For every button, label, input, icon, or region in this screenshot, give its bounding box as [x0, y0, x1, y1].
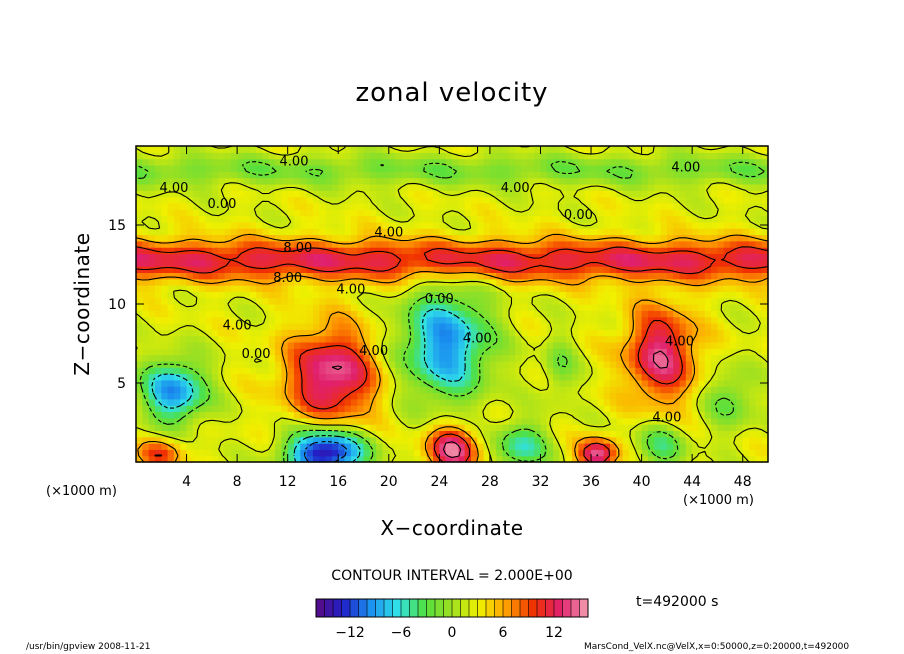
colorbar-tick-label: 0 [448, 625, 457, 641]
colorbar-swatch [367, 599, 376, 617]
x-tick-label: 24 [430, 474, 448, 490]
colorbar-swatch [392, 599, 402, 617]
footer-right: MarsCond_VelX.nc@VelX,x=0:50000,z=0:2000… [584, 642, 850, 652]
colorbar-tick-label: 12 [545, 625, 563, 641]
colorbar-swatch [452, 599, 461, 617]
contour-level-2 [135, 145, 769, 463]
contour-label: 8.00 [273, 271, 302, 286]
footer-left: /usr/bin/gpview 2008-11-21 [26, 642, 151, 652]
x-tick-label: 20 [380, 474, 398, 490]
colorbar-swatch [401, 599, 410, 617]
colorbar-swatch [571, 599, 580, 617]
colorbar-swatch [520, 599, 529, 617]
colorbar-swatch [426, 599, 436, 617]
x-unit-left: (×1000 m) [46, 484, 117, 499]
colorbar-swatch [350, 599, 359, 617]
contour-level-14 [331, 350, 669, 459]
x-tick-label: 12 [279, 474, 297, 490]
colorbar-swatch [384, 599, 393, 617]
x-tick-label: 8 [233, 474, 242, 490]
colorbar-swatch [579, 599, 589, 617]
colorbar-swatch [375, 599, 385, 617]
colorbar-swatch [358, 599, 368, 617]
contour-lines [135, 145, 769, 463]
colorbar-swatch [443, 599, 453, 617]
y-axis-label: Z−coordinate [70, 232, 94, 376]
time-label: t=492000 s [636, 594, 719, 610]
contour-label: 4.00 [374, 225, 403, 240]
colorbar-swatch [537, 599, 546, 617]
contour-label: 4.00 [223, 319, 252, 334]
x-tick-label: 40 [633, 474, 651, 490]
colorbar-swatch [477, 599, 487, 617]
colorbar-swatch [528, 599, 538, 617]
contour-label: 4.00 [671, 161, 700, 176]
contour-label: 0.00 [564, 208, 593, 223]
chart-title: zonal velocity [355, 78, 549, 108]
colorbar-swatch [409, 599, 419, 617]
colorbar-swatch [503, 599, 512, 617]
contour-level-10 [135, 246, 769, 463]
colorbar-swatch [324, 599, 334, 617]
contour-label: 4.00 [463, 331, 492, 346]
contour-label: 4.00 [280, 154, 309, 169]
contour-level-6 [135, 233, 769, 463]
contour-label: 0.00 [242, 347, 271, 362]
contour-label: 4.00 [665, 334, 694, 349]
x-tick-label: 44 [683, 474, 701, 490]
z-axis-ticks: 5 10 15 [108, 218, 768, 392]
contour-label: 4.00 [159, 181, 188, 196]
colorbar-swatch [316, 599, 325, 617]
colorbar-swatch [435, 599, 444, 617]
contour-label: 4.00 [336, 282, 365, 297]
x-tick-label: 36 [582, 474, 600, 490]
colorbar-swatch [486, 599, 495, 617]
colorbar-swatch [333, 599, 342, 617]
contour-level--6 [151, 308, 471, 463]
colorbar-tick-label: 6 [499, 625, 508, 641]
z-tick-label: 5 [117, 376, 126, 392]
contour-label: 4.00 [652, 410, 681, 425]
contour-labels: 4.00 4.00 0.00 4.00 4.00 0.00 4.00 8.00 8.00 4.00… [159, 154, 700, 425]
contour-label: 4.00 [501, 181, 530, 196]
colorbar-swatch [418, 599, 427, 617]
colorbar-swatch [562, 599, 572, 617]
colorbar-swatch [460, 599, 470, 617]
contour-label: 0.00 [425, 292, 454, 307]
x-tick-label: 32 [532, 474, 550, 490]
x-axis-label: X−coordinate [380, 516, 524, 540]
colorbar-swatch [469, 599, 478, 617]
x-tick-label: 48 [734, 474, 752, 490]
colorbar-swatch [494, 599, 504, 617]
contour-label: 0.00 [207, 197, 236, 212]
x-axis-ticks: 4 8 12 16 20 24 28 32 36 40 44 48 [182, 146, 752, 490]
x-tick-label: 28 [481, 474, 499, 490]
colorbar-swatch [511, 599, 521, 617]
z-tick-label: 15 [108, 218, 126, 234]
x-unit-right: (×1000 m) [683, 493, 754, 508]
contour-label: 4.00 [359, 344, 388, 359]
contour-level--2 [135, 160, 765, 463]
colorbar-tick-label: −6 [391, 625, 412, 641]
z-tick-label: 10 [108, 297, 126, 313]
colorbar-swatch [545, 599, 555, 617]
colorbar: −12 −6 0 6 12 [315, 598, 589, 641]
contour-label: 8.00 [283, 241, 312, 256]
x-tick-label: 4 [182, 474, 191, 490]
contour-interval: CONTOUR INTERVAL = 2.000E+00 [331, 568, 573, 584]
contour-level--10 [303, 441, 348, 463]
x-tick-label: 16 [329, 474, 347, 490]
colorbar-tick-label: −12 [335, 625, 365, 641]
colorbar-swatch [341, 599, 351, 617]
colorbar-swatch [554, 599, 563, 617]
